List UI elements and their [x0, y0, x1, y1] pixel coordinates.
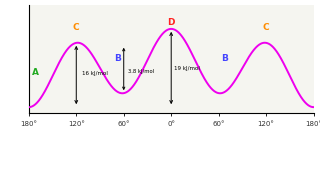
Text: 3.8 kJ/mol: 3.8 kJ/mol: [128, 69, 155, 74]
Text: Diagramme d’énergie: Diagramme d’énergie: [58, 157, 262, 175]
Text: B: B: [114, 54, 121, 63]
Text: A: A: [32, 68, 39, 77]
Text: 19 kJ/mol: 19 kJ/mol: [174, 66, 200, 71]
Text: C: C: [263, 23, 269, 32]
Text: D: D: [167, 18, 175, 27]
Text: C: C: [73, 23, 80, 32]
Text: Conformères: Conformères: [100, 126, 220, 144]
Text: B: B: [221, 54, 228, 63]
Text: 16 kJ/mol: 16 kJ/mol: [82, 71, 108, 76]
